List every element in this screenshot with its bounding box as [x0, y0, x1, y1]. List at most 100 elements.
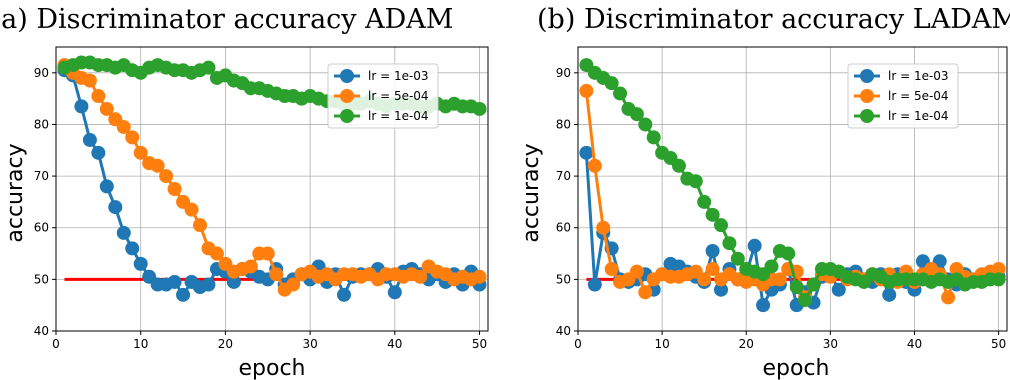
- data-point: [646, 130, 661, 145]
- data-point: [193, 218, 207, 233]
- legend-item: lr = 1e-03: [854, 69, 949, 83]
- x-tick-label: 50: [991, 337, 1006, 351]
- y-tick-label: 40: [34, 324, 49, 338]
- data-point: [201, 277, 216, 292]
- data-point: [82, 73, 97, 88]
- x-tick-label: 50: [472, 337, 487, 351]
- legend-label: lr = 5e-04: [888, 89, 949, 103]
- y-axis-label-a: accuracy: [3, 143, 28, 242]
- legend: lr = 1e-03 lr = 5e-04 lr = 1e-04: [327, 63, 439, 129]
- x-tick-label: 20: [739, 337, 754, 351]
- data-point: [587, 158, 602, 173]
- legend-item: lr = 1e-04: [854, 109, 949, 123]
- data-point: [747, 238, 762, 253]
- data-point: [629, 107, 644, 122]
- legend-item: lr = 5e-04: [334, 89, 429, 103]
- data-point: [116, 225, 131, 240]
- data-point: [184, 202, 199, 217]
- data-point: [941, 290, 956, 305]
- data-point: [714, 218, 728, 233]
- data-point: [579, 83, 594, 98]
- y-tick-label: 40: [556, 324, 571, 338]
- axes-frame: [55, 46, 489, 332]
- data-point: [133, 145, 148, 160]
- data-point: [705, 262, 720, 277]
- data-point: [789, 280, 804, 295]
- data-point: [167, 182, 182, 196]
- data-point: [150, 158, 165, 173]
- data-point: [226, 274, 241, 289]
- data-point: [413, 269, 428, 284]
- data-point: [730, 251, 745, 266]
- x-tick-label: 0: [52, 337, 60, 351]
- data-point: [604, 76, 619, 91]
- legend-swatch-marker: [340, 109, 354, 123]
- data-point: [756, 298, 771, 313]
- x-tick-label: 0: [574, 337, 582, 351]
- data-point: [781, 246, 796, 261]
- data-point: [806, 277, 821, 292]
- data-point: [116, 120, 131, 135]
- x-tick-label: 30: [823, 337, 838, 351]
- series-b-2: [579, 58, 1006, 308]
- plot-area-a: 0 10 20 30 40 50 40 50 60 70 80 90 lr = 1e-03 lr = 5e…: [34, 46, 489, 351]
- legend-label: lr = 1e-04: [888, 109, 949, 123]
- x-tick-label: 30: [302, 337, 317, 351]
- data-point: [638, 117, 653, 132]
- chart-title-b: (b) Discriminator accuracy LADAM: [537, 4, 1010, 35]
- y-tick-label: 70: [556, 169, 571, 183]
- data-point: [337, 287, 351, 302]
- legend: lr = 1e-03 lr = 5e-04 lr = 1e-04: [847, 63, 959, 129]
- data-point: [638, 285, 653, 300]
- x-tick-label: 10: [654, 337, 669, 351]
- data-point: [472, 269, 487, 284]
- data-point: [697, 272, 712, 287]
- data-point: [596, 220, 611, 235]
- data-point: [579, 145, 594, 160]
- data-point: [722, 236, 737, 251]
- legend-label: lr = 5e-04: [368, 89, 429, 103]
- data-point: [764, 259, 779, 274]
- y-tick-label: 80: [556, 117, 571, 131]
- legend-swatch-marker: [340, 89, 354, 103]
- y-axis-label-b: accuracy: [519, 143, 544, 242]
- data-point: [209, 246, 224, 261]
- data-point: [176, 287, 191, 302]
- data-point: [125, 241, 140, 256]
- y-tick-label: 60: [34, 221, 49, 235]
- data-point: [714, 282, 728, 297]
- legend-label: lr = 1e-03: [888, 69, 949, 83]
- x-tick-label: 40: [907, 337, 922, 351]
- data-point: [133, 256, 148, 271]
- x-tick-label: 10: [133, 337, 148, 351]
- legend-item: lr = 1e-03: [334, 69, 429, 83]
- legend-item: lr = 5e-04: [854, 89, 949, 103]
- y-tick-label: 90: [556, 66, 571, 80]
- data-point: [991, 262, 1006, 277]
- data-point: [269, 267, 284, 282]
- data-point: [99, 101, 114, 116]
- data-point: [991, 272, 1006, 287]
- data-point: [99, 179, 114, 194]
- y-tick-label: 90: [34, 66, 49, 80]
- y-tick-label: 50: [34, 272, 49, 286]
- axes-frame: [577, 46, 1008, 332]
- data-point: [387, 285, 402, 300]
- data-point: [882, 287, 897, 302]
- series-a-1: [57, 58, 487, 297]
- x-tick-label: 20: [218, 337, 233, 351]
- data-point: [91, 145, 106, 160]
- data-point: [167, 274, 182, 289]
- y-tick-label: 70: [34, 169, 49, 183]
- chart-panel-a: (a) Discriminator accuracy ADAM 0 10 20 30 4…: [0, 4, 489, 380]
- data-point: [831, 282, 846, 297]
- data-point: [587, 277, 602, 292]
- data-point: [705, 207, 720, 222]
- data-point: [604, 262, 619, 277]
- data-point: [697, 194, 712, 209]
- plot-area-b: 0 10 20 30 40 50 40 50 60 70 80 90 lr = 1e-03 lr = 5e…: [556, 46, 1008, 351]
- data-point: [629, 264, 644, 279]
- legend-label: lr = 1e-04: [368, 109, 429, 123]
- data-point: [108, 200, 123, 215]
